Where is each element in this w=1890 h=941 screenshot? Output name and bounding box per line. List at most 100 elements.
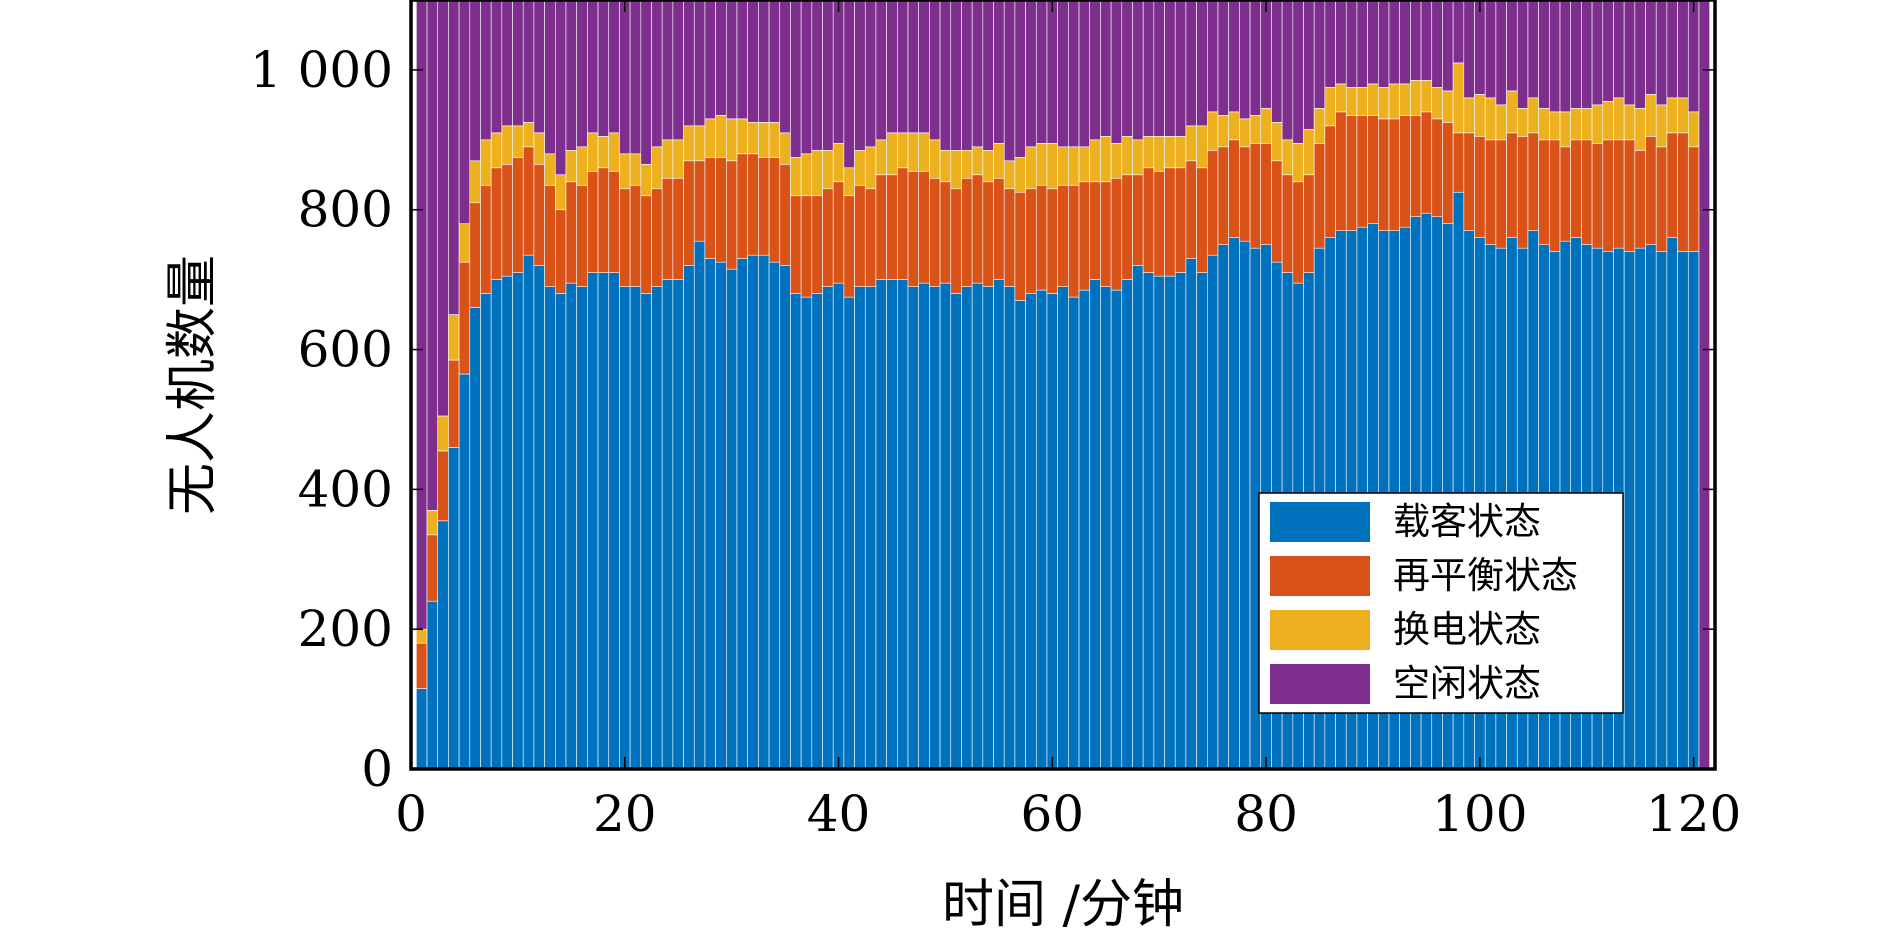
bar-segment-rebalancing-120 — [1687, 146, 1700, 252]
bar-segment-idle-112 — [1602, 0, 1614, 102]
bar-segment-carrying-114 — [1623, 251, 1636, 770]
bar-segment-battery-swap-119 — [1677, 97, 1689, 134]
bar-segment-rebalancing-32 — [747, 153, 759, 256]
x-tick-label-20: 20 — [593, 785, 657, 843]
bar-segment-idle-121 — [1698, 0, 1710, 770]
bar-segment-rebalancing-47 — [907, 170, 920, 287]
bar-segment-rebalancing-98 — [1452, 132, 1465, 193]
bar-segment-idle-1 — [416, 0, 428, 630]
bar-segment-rebalancing-15 — [565, 181, 577, 284]
bar-segment-rebalancing-54 — [982, 181, 994, 287]
bar-segment-idle-66 — [1110, 0, 1123, 144]
bar-segment-idle-114 — [1623, 0, 1636, 106]
bar-segment-rebalancing-19 — [608, 170, 620, 273]
bar-segment-idle-28 — [704, 0, 716, 120]
bar-segment-carrying-32 — [747, 254, 759, 770]
bar-segment-rebalancing-96 — [1431, 118, 1443, 218]
bar-segment-idle-21 — [629, 0, 642, 155]
bar-segment-battery-swap-103 — [1506, 90, 1518, 134]
bar-segment-rebalancing-42 — [854, 184, 866, 287]
bar-segment-carrying-7 — [480, 293, 492, 770]
bar-segment-rebalancing-95 — [1420, 111, 1433, 214]
bar-segment-rebalancing-117 — [1655, 146, 1668, 252]
bar-segment-idle-89 — [1356, 0, 1368, 88]
bar-segment-idle-44 — [875, 0, 887, 141]
bar-segment-rebalancing-91 — [1378, 118, 1390, 231]
bar-segment-idle-108 — [1559, 0, 1572, 113]
bar-segment-idle-110 — [1581, 0, 1593, 109]
bar-segment-idle-51 — [950, 0, 962, 151]
bar-segment-rebalancing-74 — [1196, 167, 1208, 273]
bar-segment-battery-swap-101 — [1484, 97, 1497, 141]
bar-segment-carrying-3 — [437, 520, 449, 770]
bar-segment-carrying-11 — [522, 254, 535, 770]
bar-segment-rebalancing-13 — [544, 184, 556, 287]
bar-segment-carrying-77 — [1228, 237, 1240, 770]
bar-segment-rebalancing-10 — [512, 157, 524, 273]
bar-segment-carrying-65 — [1100, 286, 1112, 770]
bar-segment-idle-63 — [1078, 0, 1091, 148]
bar-segment-battery-swap-7 — [480, 139, 492, 186]
bar-segment-rebalancing-17 — [587, 170, 599, 273]
bar-segment-idle-99 — [1463, 0, 1475, 99]
bar-segment-rebalancing-62 — [1068, 184, 1080, 298]
bar-segment-idle-23 — [651, 0, 663, 148]
bar-segment-rebalancing-24 — [661, 177, 674, 280]
bar-segment-idle-119 — [1677, 0, 1689, 99]
bar-segment-carrying-36 — [790, 293, 802, 770]
bar-segment-idle-24 — [661, 0, 674, 141]
bar-segment-idle-36 — [790, 0, 802, 158]
bar-segment-rebalancing-92 — [1388, 118, 1400, 231]
bar-segment-carrying-15 — [565, 282, 577, 770]
bar-segment-rebalancing-1 — [416, 642, 428, 689]
bar-segment-rebalancing-31 — [736, 153, 748, 259]
bar-segment-battery-swap-39 — [822, 150, 834, 190]
bar-segment-carrying-68 — [1132, 265, 1144, 770]
bar-segment-rebalancing-56 — [1003, 188, 1016, 287]
bar-segment-idle-11 — [522, 0, 535, 123]
bar-segment-idle-10 — [512, 0, 524, 127]
bar-segment-carrying-62 — [1068, 296, 1080, 770]
bar-segment-carrying-20 — [619, 286, 631, 770]
bar-segment-carrying-51 — [950, 293, 962, 770]
bar-segment-battery-swap-43 — [864, 146, 877, 190]
bar-segment-idle-62 — [1068, 0, 1080, 148]
bar-segment-idle-39 — [822, 0, 834, 151]
bar-segment-rebalancing-51 — [950, 188, 962, 294]
bar-segment-carrying-119 — [1677, 251, 1689, 770]
bar-segment-battery-swap-82 — [1281, 139, 1294, 176]
bar-segment-rebalancing-89 — [1356, 115, 1368, 228]
bar-segment-carrying-16 — [576, 286, 588, 770]
bar-segment-rebalancing-73 — [1185, 160, 1197, 259]
bar-segment-battery-swap-74 — [1196, 125, 1208, 169]
bar-segment-idle-6 — [469, 0, 481, 162]
bar-segment-idle-30 — [726, 0, 738, 120]
bar-segment-battery-swap-8 — [490, 132, 503, 169]
bar-segment-idle-52 — [961, 0, 973, 151]
y-tick-label-400: 400 — [298, 460, 393, 518]
legend-label-idle: 空闲状态 — [1393, 662, 1541, 705]
bar-segment-idle-78 — [1239, 0, 1251, 120]
bar-segment-battery-swap-5 — [458, 223, 471, 263]
bar-segment-battery-swap-49 — [929, 139, 941, 179]
bar-segment-carrying-48 — [918, 282, 930, 770]
bar-segment-battery-swap-37 — [800, 153, 813, 197]
bar-segment-idle-111 — [1591, 0, 1604, 106]
bar-segment-carrying-13 — [544, 286, 556, 770]
bar-segment-carrying-49 — [929, 286, 941, 770]
bar-segment-carrying-58 — [1025, 293, 1037, 770]
bar-segment-idle-113 — [1613, 0, 1625, 99]
bar-segment-idle-91 — [1378, 0, 1390, 88]
bar-segment-battery-swap-29 — [715, 115, 727, 158]
bar-segment-rebalancing-82 — [1281, 174, 1294, 273]
x-tick-label-120: 120 — [1646, 785, 1741, 843]
bar-segment-idle-35 — [779, 0, 791, 134]
bar-segment-idle-40 — [832, 0, 845, 144]
bar-segment-battery-swap-23 — [651, 146, 663, 190]
bar-segment-rebalancing-110 — [1581, 139, 1593, 245]
bar-segment-idle-42 — [854, 0, 866, 151]
bar-segment-battery-swap-83 — [1292, 143, 1304, 183]
bar-segment-rebalancing-83 — [1292, 181, 1304, 284]
bar-segment-idle-57 — [1014, 0, 1026, 158]
bar-segment-rebalancing-87 — [1335, 111, 1347, 231]
